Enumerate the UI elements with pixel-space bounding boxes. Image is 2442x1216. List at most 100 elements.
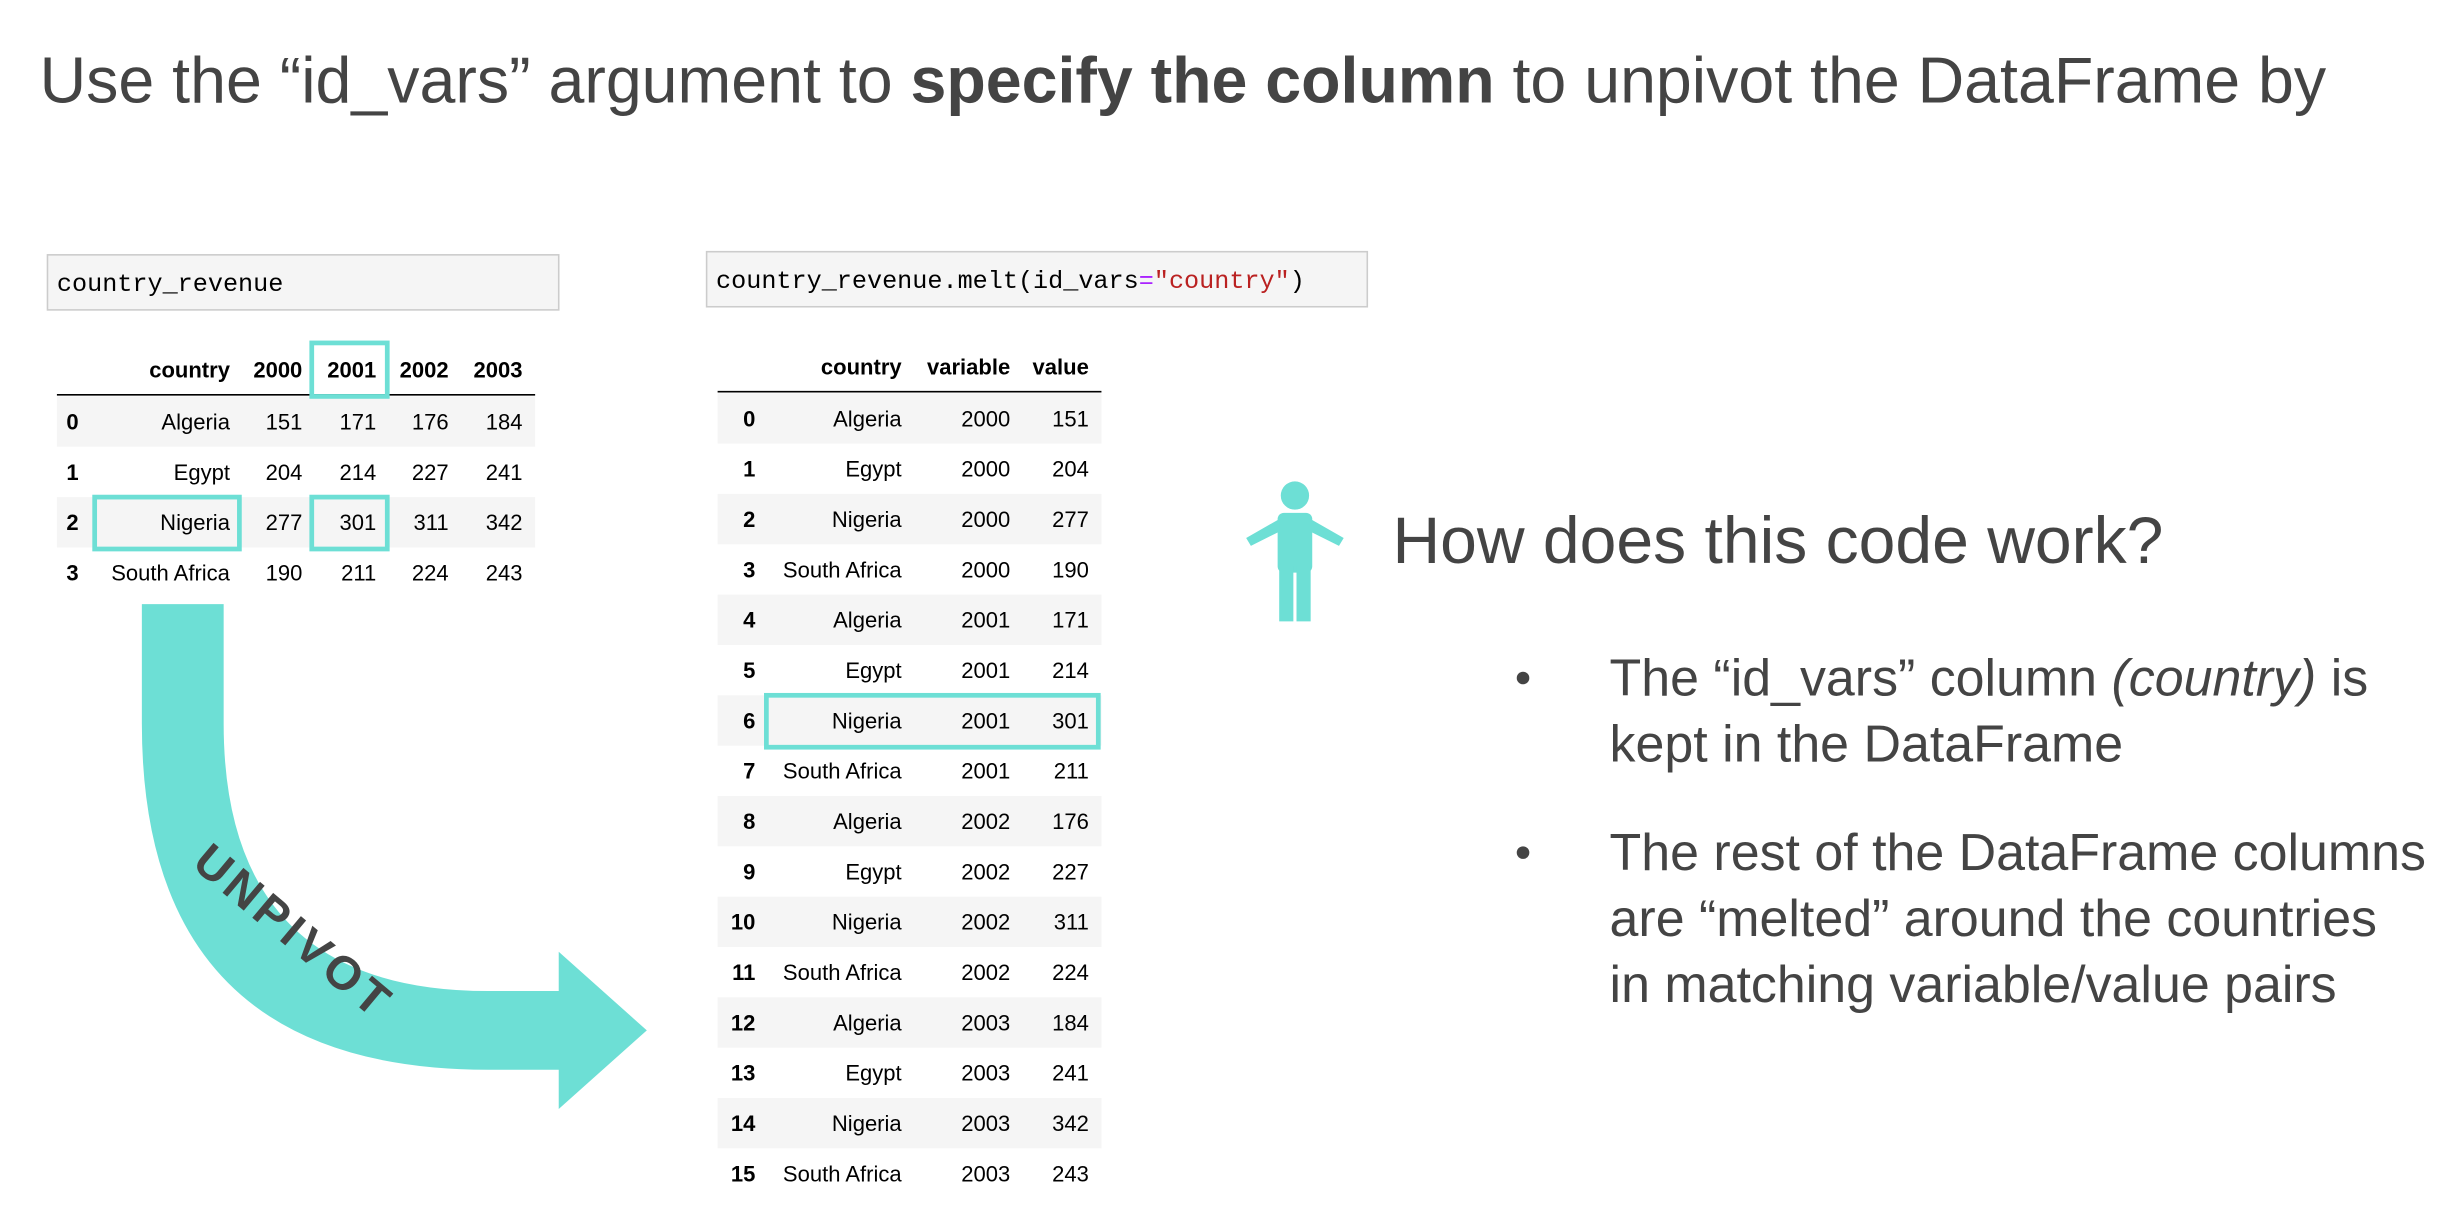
cell: 184 bbox=[1052, 1010, 1089, 1035]
row-shade bbox=[717, 896, 1102, 948]
cell: Algeria bbox=[161, 409, 230, 434]
bullet-dot bbox=[1516, 846, 1530, 859]
cell: 151 bbox=[266, 409, 303, 434]
bullet-text: kept in the DataFrame bbox=[1610, 715, 2124, 773]
cell: 2002 bbox=[961, 809, 1010, 834]
code-box bbox=[46, 254, 560, 311]
row-index: 1 bbox=[66, 460, 78, 485]
bullet-text: The “id_vars” column bbox=[1610, 649, 2112, 707]
row-index: 5 bbox=[743, 658, 755, 683]
cell: 224 bbox=[412, 560, 449, 585]
cell: 2000 bbox=[961, 457, 1010, 482]
row-index: 3 bbox=[66, 560, 78, 585]
cell: South Africa bbox=[111, 560, 230, 585]
cell: 241 bbox=[1052, 1061, 1089, 1086]
cell: Nigeria bbox=[832, 708, 903, 733]
row-shade bbox=[56, 396, 536, 447]
cell: 2002 bbox=[961, 960, 1010, 985]
row-index: 13 bbox=[731, 1061, 756, 1086]
row-shade bbox=[717, 393, 1102, 444]
row-index: 4 bbox=[743, 608, 756, 633]
cell: 2002 bbox=[961, 859, 1010, 884]
cell: 301 bbox=[1052, 708, 1089, 733]
row-index: 11 bbox=[732, 960, 755, 985]
bullet-text: is bbox=[2316, 649, 2368, 707]
row-index: 14 bbox=[731, 1111, 756, 1136]
row-shade bbox=[717, 795, 1102, 847]
cell: 176 bbox=[412, 409, 449, 434]
bullet-line: The rest of the DataFrame columns bbox=[1610, 824, 2426, 882]
cell: 171 bbox=[340, 409, 377, 434]
row-shade bbox=[717, 997, 1102, 1048]
person-icon bbox=[1246, 481, 1344, 622]
cell: 2001 bbox=[961, 708, 1010, 733]
column-header: 2003 bbox=[474, 358, 523, 383]
cell: 342 bbox=[486, 510, 523, 535]
row-index: 15 bbox=[731, 1161, 756, 1186]
cell: South Africa bbox=[783, 759, 902, 784]
bullet-line: are “melted” around the countries bbox=[1610, 890, 2377, 948]
row-index: 2 bbox=[66, 510, 78, 535]
column-header: country bbox=[821, 354, 902, 379]
cell: 224 bbox=[1052, 960, 1089, 985]
cell: South Africa bbox=[783, 1161, 902, 1186]
cell: 342 bbox=[1052, 1111, 1089, 1136]
code-text: country_revenue.melt(id_vars bbox=[716, 267, 1139, 296]
row-index: 1 bbox=[743, 457, 755, 482]
cell: Nigeria bbox=[832, 910, 903, 935]
cell: 2001 bbox=[961, 759, 1010, 784]
column-header: 2001 bbox=[327, 358, 376, 383]
cell: 241 bbox=[486, 460, 523, 485]
cell: 211 bbox=[1054, 759, 1089, 784]
bullets: The “id_vars” column (country) is kept in… bbox=[1516, 649, 2426, 1014]
title-bold: specify the column bbox=[911, 44, 1495, 116]
row-index: 8 bbox=[743, 809, 755, 834]
cell: Algeria bbox=[833, 809, 902, 834]
row-index: 0 bbox=[66, 409, 78, 434]
column-header: country bbox=[149, 358, 230, 383]
cell: 214 bbox=[340, 460, 377, 485]
cell: Egypt bbox=[845, 658, 901, 683]
cell: 214 bbox=[1052, 658, 1089, 683]
cell: Egypt bbox=[845, 457, 901, 482]
row-index: 12 bbox=[731, 1010, 756, 1035]
bullet-line: kept in the DataFrame bbox=[1610, 715, 2124, 773]
title-text: Use the “id_vars” argument to bbox=[40, 44, 911, 116]
row-index: 7 bbox=[743, 759, 755, 784]
cell: 2003 bbox=[961, 1010, 1010, 1035]
cell: 2003 bbox=[961, 1111, 1010, 1136]
column-header: 2000 bbox=[253, 358, 302, 383]
title: Use the “id_vars” argument to specify th… bbox=[40, 44, 2327, 116]
highlight-box bbox=[92, 494, 242, 552]
highlight-box bbox=[309, 340, 390, 399]
bullet-line: The “id_vars” column (country) is bbox=[1610, 649, 2369, 707]
unpivot-arrow bbox=[141, 604, 647, 1110]
row-shade bbox=[717, 493, 1102, 545]
title-text: to unpivot the DataFrame by bbox=[1495, 44, 2327, 116]
cell: 184 bbox=[486, 409, 523, 434]
bullet-text: (country) bbox=[2111, 649, 2316, 707]
code: country_revenue.melt(id_vars="country") bbox=[716, 267, 1305, 296]
cell: Nigeria bbox=[832, 507, 903, 532]
cell: 2001 bbox=[961, 608, 1010, 633]
row-shade bbox=[717, 1098, 1102, 1149]
code: country_revenue bbox=[57, 270, 283, 299]
cell: 2000 bbox=[961, 557, 1010, 582]
row-index: 0 bbox=[743, 406, 755, 431]
cell: 311 bbox=[414, 510, 449, 535]
heading: How does this code work? bbox=[1392, 503, 2163, 577]
cell: 243 bbox=[486, 560, 523, 585]
cell: 2002 bbox=[961, 910, 1010, 935]
code-operator: = bbox=[1139, 267, 1154, 296]
cell: Algeria bbox=[833, 1010, 902, 1035]
row-index: 10 bbox=[731, 910, 756, 935]
cell: 211 bbox=[341, 560, 376, 585]
bullet-text: The rest of the DataFrame columns bbox=[1610, 824, 2426, 882]
cell: 2003 bbox=[961, 1061, 1010, 1086]
cell: 227 bbox=[412, 460, 449, 485]
bullet-line: in matching variable/value pairs bbox=[1610, 956, 2337, 1014]
cell: 277 bbox=[1052, 507, 1089, 532]
cell: 171 bbox=[1052, 608, 1089, 633]
row-index: 2 bbox=[743, 507, 755, 532]
